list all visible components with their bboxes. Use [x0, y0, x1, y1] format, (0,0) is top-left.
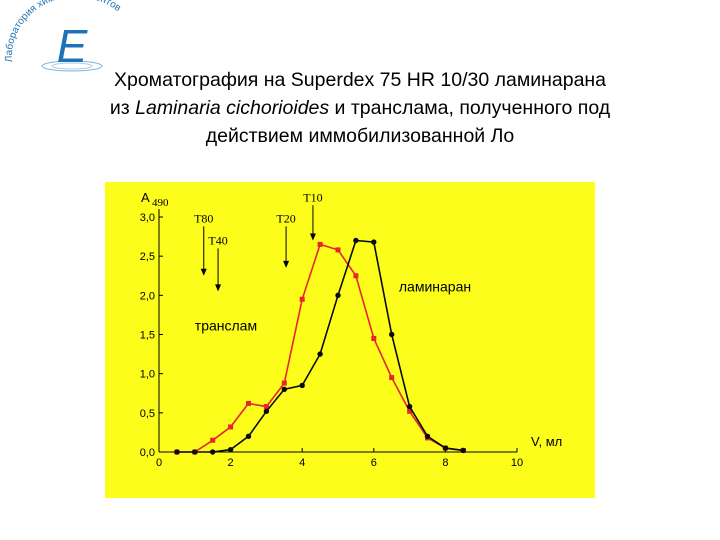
- data-point-transl: [371, 335, 377, 341]
- data-point-transl: [335, 247, 341, 253]
- x-tick-label: 4: [299, 457, 305, 469]
- title-line-2-pre: из: [109, 97, 136, 119]
- y-axis-label: A: [141, 190, 150, 205]
- marker-arrowhead-t40: [215, 284, 222, 292]
- title-line-1: Хроматография на Superdex 75 HR 10/30 ла…: [113, 69, 607, 91]
- title-line-2-post: и транслама, полученного под: [329, 97, 611, 119]
- chromatogram-chart: 0 2 4 6 8 10 0,0 0,5 1,0 1,5 2,0 2,5 3,0 A 490 V, мл T1…: [105, 182, 595, 498]
- y-tick-label: 2,0: [140, 290, 155, 302]
- data-point-transl: [389, 375, 395, 381]
- marker-label-t20: T20: [276, 211, 295, 225]
- x-tick-label: 2: [228, 457, 234, 469]
- data-point-laminaran: [245, 433, 252, 440]
- x-tick-label: 6: [371, 457, 377, 469]
- data-point-laminaran: [353, 237, 359, 244]
- y-tick-label: 1,5: [140, 330, 155, 342]
- x-tick-label: 0: [156, 457, 162, 469]
- y-axis-label-subscript: 490: [152, 197, 169, 209]
- logo-swirl-inner: [51, 62, 93, 70]
- marker-label-t80: T80: [194, 211, 213, 225]
- slide-title: Хроматография на Superdex 75 HR 10/30 ла…: [30, 66, 690, 150]
- title-line-3: действием иммобилизованной Ло: [205, 125, 515, 147]
- data-point-transl: [228, 424, 234, 430]
- marker-label-t40: T40: [208, 233, 227, 247]
- data-point-transl: [263, 404, 269, 410]
- data-point-laminaran: [460, 447, 466, 454]
- data-point-transl: [210, 437, 216, 443]
- data-point-laminaran: [299, 382, 305, 389]
- data-point-laminaran: [371, 239, 377, 245]
- data-point-transl: [317, 241, 323, 247]
- data-point-laminaran: [406, 403, 413, 410]
- logo-letter: E: [57, 20, 89, 72]
- data-point-transl: [246, 400, 251, 406]
- y-tick-label: 2,5: [140, 251, 155, 263]
- x-axis-label: V, мл: [531, 434, 562, 449]
- series-label-transl: транслам: [195, 318, 257, 334]
- title-line-2: из Laminaria cichorioides и транслама, п…: [30, 94, 690, 122]
- y-tick-label: 0,0: [140, 447, 155, 459]
- data-point-transl: [281, 380, 287, 386]
- title-species: Laminaria cichorioides: [135, 97, 330, 119]
- y-tick-label: 1,0: [140, 369, 155, 381]
- y-tick-label: 0,5: [140, 408, 155, 420]
- x-tick-label: 10: [511, 457, 523, 469]
- marker-label-t10: T10: [303, 190, 322, 204]
- chart-background: [105, 182, 595, 498]
- lab-logo: Лаборатория химии ферментов E: [3, 0, 123, 72]
- marker-arrowhead-t10: [309, 233, 316, 241]
- data-point-laminaran: [424, 433, 431, 440]
- data-point-laminaran: [210, 449, 216, 455]
- y-tick-label: 3,0: [140, 212, 155, 224]
- data-point-laminaran: [227, 446, 234, 453]
- data-point-laminaran: [192, 449, 198, 455]
- x-tick-label: 8: [442, 457, 448, 469]
- series-label-laminaran: ламинаран: [399, 278, 471, 294]
- data-point-laminaran: [263, 408, 270, 414]
- data-point-transl: [407, 408, 413, 414]
- data-point-transl: [353, 273, 359, 279]
- data-point-laminaran: [281, 386, 287, 393]
- data-point-laminaran: [317, 351, 323, 357]
- data-point-laminaran: [442, 445, 449, 451]
- data-point-laminaran: [174, 449, 180, 455]
- marker-arrowhead-t20: [283, 260, 290, 268]
- marker-arrowhead-t80: [200, 268, 207, 276]
- data-point-laminaran: [335, 292, 341, 299]
- data-point-laminaran: [389, 331, 395, 338]
- logo-swirl: [41, 60, 103, 72]
- data-point-transl: [299, 296, 305, 302]
